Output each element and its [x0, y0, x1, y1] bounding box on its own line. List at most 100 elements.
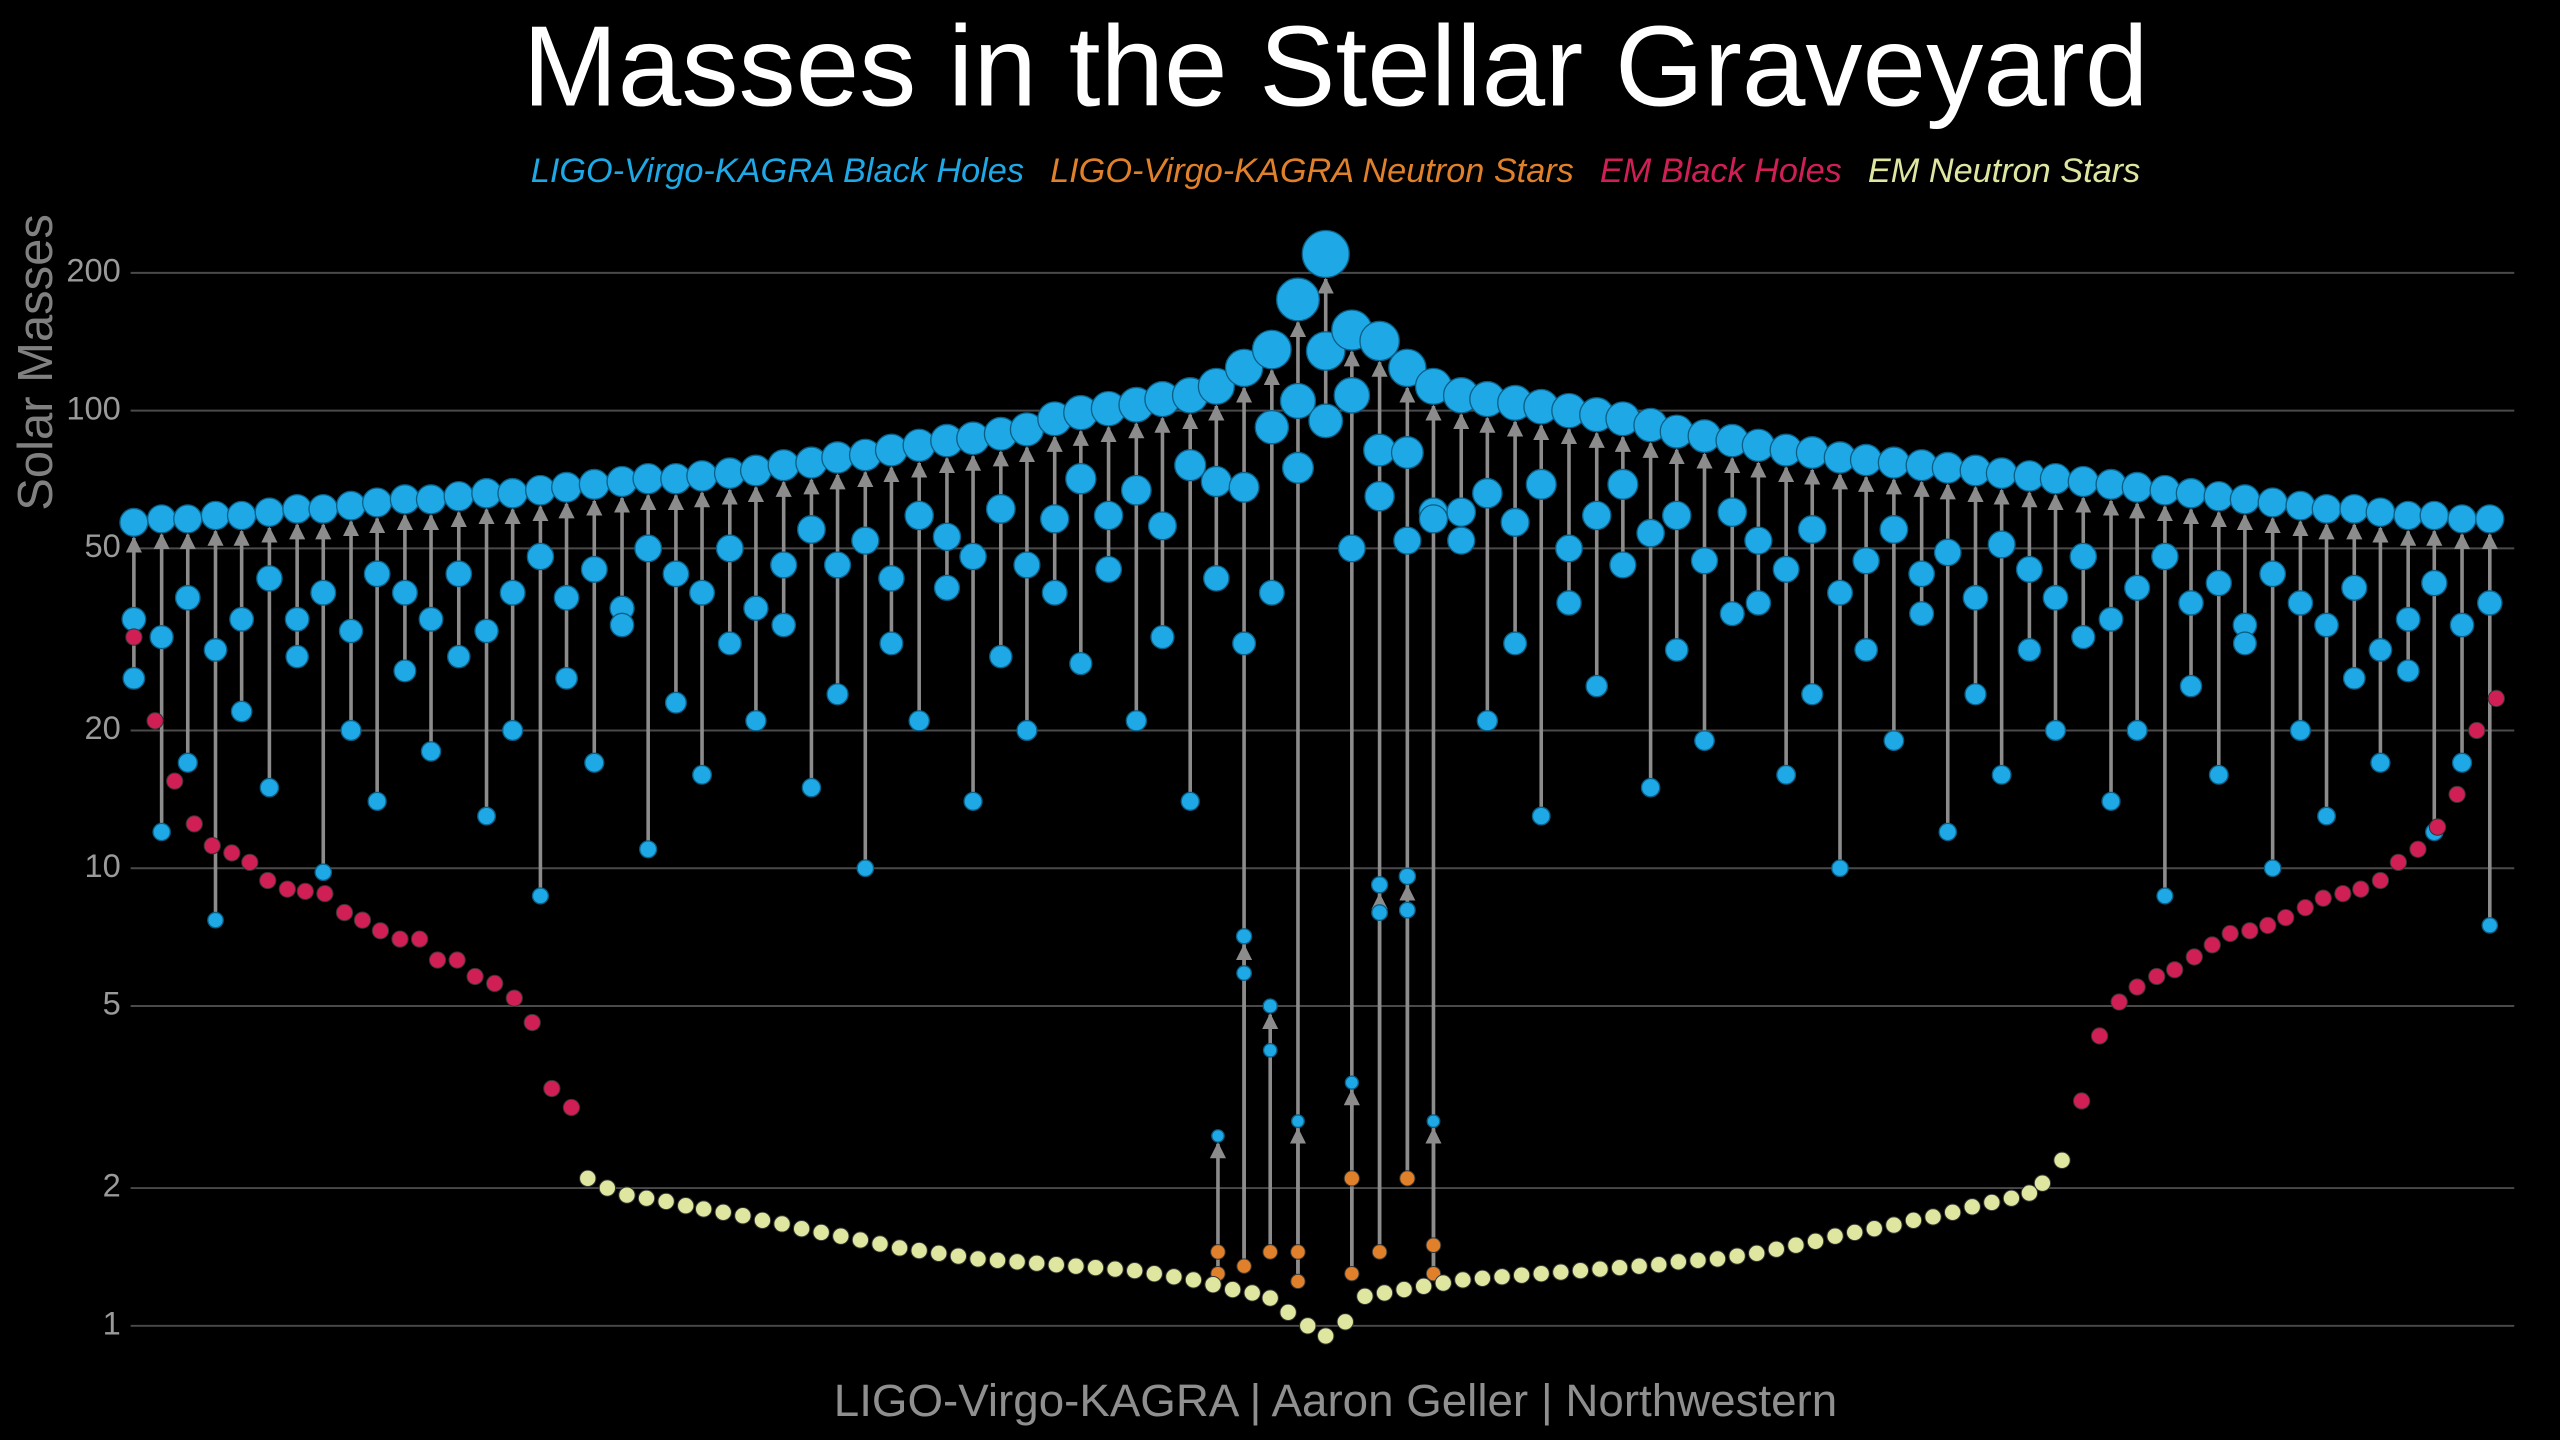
remnant-mass [443, 480, 475, 512]
primary-mass [580, 555, 608, 583]
primary-mass [553, 584, 580, 611]
em-point [2389, 853, 2408, 872]
primary-mass [1254, 409, 1290, 445]
y-tick-label: 2 [103, 1167, 121, 1204]
primary-mass [121, 606, 147, 632]
primary-mass [2205, 569, 2232, 597]
merger-neutron-star [1425, 1237, 1442, 1254]
secondary-mass [908, 710, 930, 732]
em-point [2371, 871, 2390, 890]
em-point [871, 1235, 889, 1253]
em-point [371, 922, 390, 940]
remnant-mass [173, 504, 203, 534]
secondary-mass [1125, 710, 1148, 732]
secondary-mass [664, 691, 687, 714]
em-point [2020, 1184, 2039, 1202]
em-point [2428, 818, 2447, 836]
secondary-mass [584, 752, 605, 773]
secondary-mass [1069, 651, 1093, 676]
secondary-mass [1447, 526, 1476, 555]
secondary-mass [2451, 752, 2473, 773]
em-point [2110, 993, 2128, 1011]
legend-entry: EM Black Holes [1600, 152, 1842, 190]
em-point [1184, 1271, 1203, 1289]
em-point [448, 951, 466, 969]
em-point [657, 1192, 675, 1211]
em-point [2072, 1092, 2091, 1110]
em-point [753, 1211, 772, 1230]
remnant-mass [524, 474, 556, 506]
secondary-mass [2289, 719, 2311, 742]
remnant-mass [2013, 460, 2046, 492]
primary-mass [2098, 606, 2124, 632]
em-point [428, 951, 447, 969]
em-point [166, 772, 184, 790]
primary-mass [2449, 612, 2475, 638]
em-point [391, 930, 409, 948]
em-point [618, 1186, 636, 1204]
em-point [1493, 1268, 1511, 1286]
primary-mass [1200, 465, 1232, 498]
em-point [1106, 1260, 1124, 1278]
remnant-mass [1795, 436, 1829, 470]
em-point [1224, 1280, 1242, 1299]
secondary-mass [1801, 683, 1824, 706]
em-point [1846, 1223, 1864, 1242]
secondary-mass [1938, 822, 1958, 842]
secondary-mass [502, 719, 524, 742]
em-point [1395, 1280, 1413, 1299]
secondary-mass [340, 719, 362, 742]
em-point [2241, 922, 2259, 940]
em-point [1047, 1256, 1065, 1274]
remnant-mass [551, 471, 583, 503]
secondary-mass [1095, 555, 1123, 583]
legend-entry: LIGO-Virgo-KAGRA Black Holes [531, 152, 1024, 190]
em-point [1571, 1261, 1590, 1280]
em-point [637, 1189, 656, 1207]
primary-mass [985, 493, 1016, 524]
em-point [241, 853, 259, 872]
secondary-mass [207, 911, 224, 929]
primary-mass [2395, 606, 2421, 632]
primary-mass [1371, 904, 1389, 921]
em-point [677, 1197, 695, 1215]
secondary-mass [2179, 674, 2203, 698]
em-point [734, 1207, 752, 1225]
remnant-mass [2475, 504, 2505, 534]
remnant-mass [1426, 1114, 1441, 1129]
em-point [1865, 1220, 1883, 1238]
primary-mass [2069, 542, 2098, 571]
primary-mass [878, 565, 905, 592]
secondary-mass [1831, 859, 1849, 878]
remnant-mass [767, 449, 800, 482]
primary-mass [823, 551, 852, 579]
em-point [1279, 1303, 1297, 1322]
secondary-mass [2101, 791, 2121, 811]
y-tick-label: 20 [85, 709, 121, 746]
secondary-mass [879, 631, 904, 656]
primary-mass [1879, 515, 1909, 544]
remnant-mass [2229, 484, 2261, 515]
remnant-mass [1197, 367, 1235, 405]
em-point [278, 880, 297, 898]
secondary-mass [2342, 666, 2366, 690]
em-point [890, 1239, 909, 1257]
secondary-mass [1556, 590, 1582, 616]
merger-neutron-star [1371, 1244, 1388, 1260]
primary-mass [1279, 382, 1317, 420]
em-point [1145, 1265, 1163, 1283]
remnant-mass [1291, 1114, 1305, 1129]
primary-mass [904, 500, 934, 531]
primary-mass [932, 522, 962, 552]
secondary-mass [2263, 859, 2282, 878]
primary-mass [256, 565, 283, 592]
em-point [1165, 1268, 1183, 1286]
remnant-mass [415, 484, 447, 515]
remnant-mass [1985, 457, 2018, 490]
primary-mass [1525, 468, 1557, 500]
em-point [1748, 1244, 1766, 1262]
primary-mass [1472, 477, 1503, 509]
primary-mass [310, 579, 337, 606]
remnant-mass [2339, 493, 2370, 524]
